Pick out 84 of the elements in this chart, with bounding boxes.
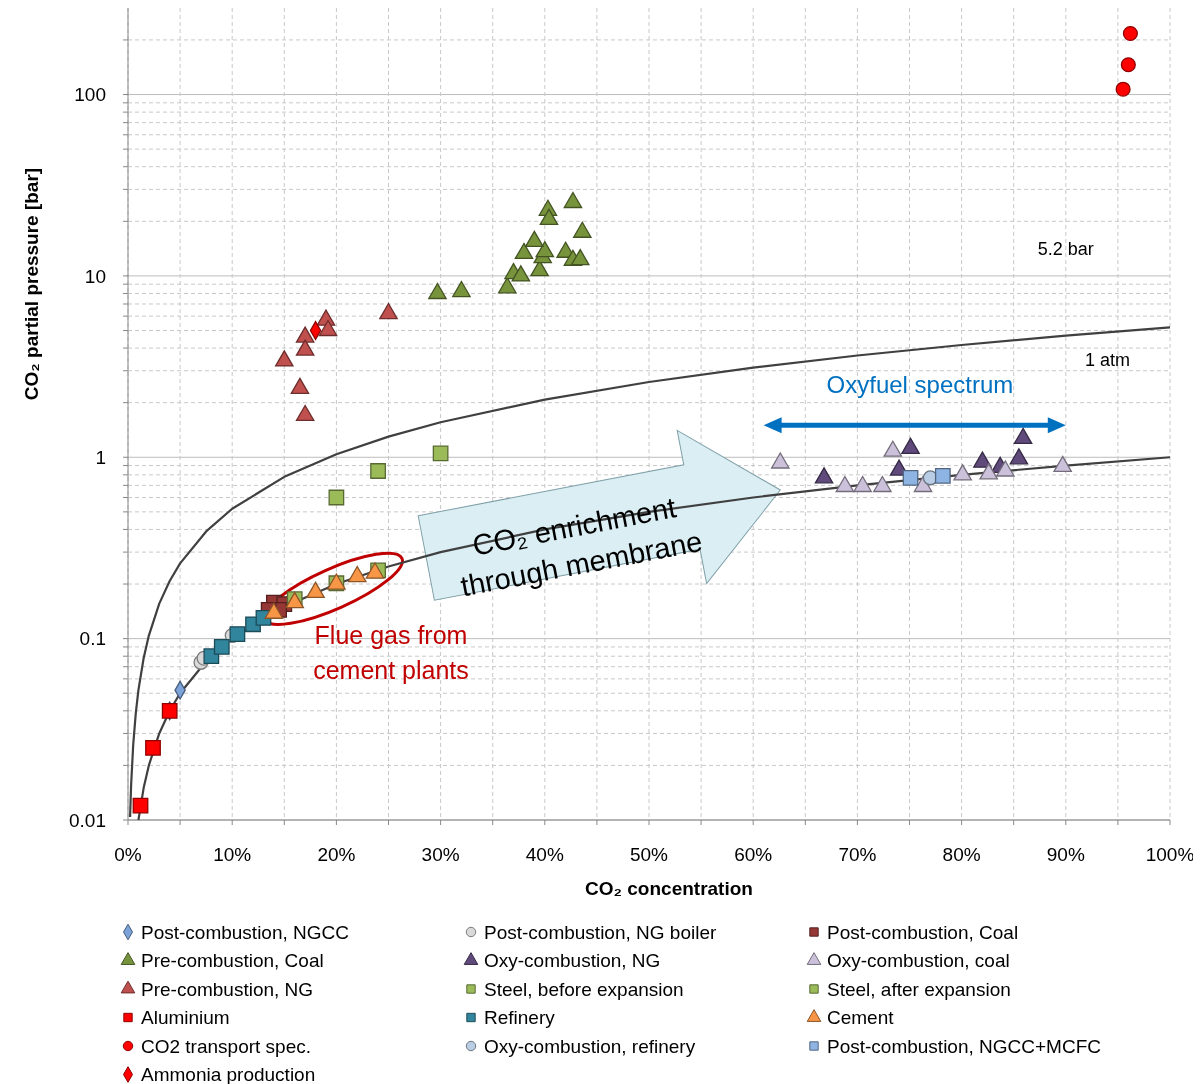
legend-label: Post-combustion, NGCC+MCFC	[827, 1035, 1101, 1057]
legend-label: Cement	[827, 1007, 895, 1029]
point	[290, 377, 310, 394]
point	[539, 208, 559, 226]
point	[306, 581, 325, 598]
legend-label: Pre-combustion, NG	[141, 978, 314, 1000]
point	[132, 797, 149, 814]
x-tick-label: 80%	[942, 844, 981, 865]
point	[365, 562, 385, 579]
legend-label: Oxy-combustion, refinery	[484, 1035, 696, 1057]
annotation: Oxyfuel spectrum	[826, 371, 1014, 399]
point	[318, 319, 338, 337]
legend-label: Pre-combustion, Coal	[141, 950, 324, 972]
y-tick-label: 10	[84, 265, 106, 287]
point	[295, 339, 315, 356]
point	[295, 326, 315, 343]
y-tick-label: 1	[95, 446, 106, 468]
x-tick-label: 90%	[1046, 844, 1085, 865]
point	[883, 440, 903, 457]
annotation: 5.2 bar	[1037, 239, 1094, 260]
point	[934, 467, 951, 484]
point	[452, 280, 471, 298]
point	[379, 302, 398, 320]
annotation: 1 atm	[1084, 349, 1130, 370]
point	[213, 639, 230, 655]
point	[1053, 455, 1072, 473]
point	[511, 265, 531, 282]
point	[370, 463, 386, 479]
legend-label: Steel, before expansion	[484, 978, 684, 1000]
point	[853, 475, 872, 493]
legend-label: Oxy-combustion, NG	[484, 950, 661, 972]
point	[901, 437, 920, 454]
x-tick-label: 20%	[317, 844, 356, 865]
point	[497, 277, 517, 294]
point	[535, 241, 555, 258]
point	[996, 460, 1015, 477]
point	[1013, 427, 1033, 445]
line-series	[137, 456, 1172, 822]
x-tick-label: 10%	[213, 844, 252, 865]
y-tick-label: 0.1	[79, 628, 106, 650]
legend-label: Oxy-combustion, coal	[827, 950, 1010, 972]
x-tick-label: 70%	[838, 844, 877, 865]
point	[229, 626, 246, 642]
point	[1009, 448, 1029, 465]
legend-label: Steel, after expansion	[827, 978, 1011, 1000]
point	[264, 602, 284, 619]
x-axis-title: CO₂ concentration	[585, 878, 753, 899]
legend-label: Refinery	[484, 1007, 556, 1029]
x-tick-label: 40%	[525, 844, 564, 865]
point	[570, 248, 590, 266]
legend-label: Aluminium	[141, 1007, 230, 1029]
point	[145, 739, 161, 756]
x-tick-label: 30%	[421, 844, 460, 865]
x-tick-label: 50%	[629, 844, 669, 865]
legend-label: Post-combustion, NGCC	[141, 921, 350, 943]
y-axis-title: CO₂ partial pressure [bar]	[21, 167, 42, 401]
annotation: CO₂ enrichment through membrane	[458, 491, 705, 603]
point	[835, 475, 855, 493]
legend-label: Post-combustion, Coal	[827, 921, 1019, 943]
point	[873, 475, 892, 493]
point	[770, 452, 790, 469]
point	[347, 565, 367, 583]
point	[979, 463, 999, 480]
annotation: Flue gas from cement plants	[313, 621, 469, 684]
point	[525, 230, 544, 248]
point	[573, 221, 592, 238]
point	[432, 445, 449, 462]
point	[902, 469, 919, 486]
y-tick-label: 0.01	[69, 809, 106, 831]
x-tick-label: 100%	[1145, 844, 1195, 865]
point	[295, 404, 315, 422]
point	[953, 464, 972, 481]
point	[973, 451, 992, 468]
point	[814, 467, 834, 484]
legend-label: Post-combustion, NG boiler	[484, 921, 717, 943]
y-tick-label: 100	[74, 84, 106, 106]
point	[514, 242, 534, 260]
point	[428, 282, 447, 300]
point	[274, 350, 294, 367]
point	[563, 191, 583, 209]
x-tick-label: 60%	[734, 844, 773, 865]
point	[328, 489, 345, 506]
x-tick-label: 0%	[114, 844, 142, 865]
legend-label: CO2 transport spec.	[141, 1035, 312, 1057]
